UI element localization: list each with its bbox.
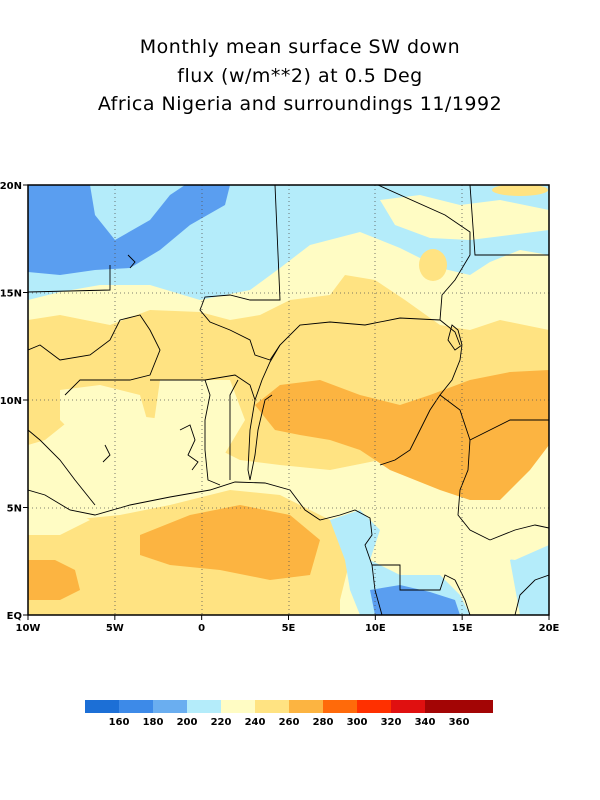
x-tick-label: 0 bbox=[198, 623, 205, 634]
colorbar-label: 180 bbox=[143, 717, 164, 728]
x-axis-ticks: 10W 5W 0 5E 10E 15E 20E bbox=[16, 615, 560, 634]
border-libya-chad bbox=[377, 185, 471, 321]
colorbar-swatch bbox=[153, 700, 187, 713]
border-niger-mali bbox=[199, 185, 461, 361]
border-mauritania bbox=[28, 265, 111, 293]
field-orange-central bbox=[255, 370, 549, 500]
border-sudan-north bbox=[469, 185, 549, 256]
border-guinea-sierra bbox=[28, 429, 96, 506]
field-blue-light-congo bbox=[330, 510, 470, 615]
x-tick-label: 5W bbox=[106, 623, 124, 634]
colorbar-label: 260 bbox=[279, 717, 300, 728]
country-borders bbox=[28, 185, 549, 615]
colorbar-swatch bbox=[187, 700, 221, 713]
field-pale-north bbox=[380, 195, 549, 240]
field-yellow-spot-north bbox=[419, 249, 447, 281]
colorbar-label: 220 bbox=[211, 717, 232, 728]
x-tick-label: 20E bbox=[539, 623, 560, 634]
field-pale-southwest bbox=[28, 500, 90, 535]
colorbar-swatch bbox=[357, 700, 391, 713]
colorbar-label: 300 bbox=[347, 717, 368, 728]
x-tick-label: 15E bbox=[452, 623, 473, 634]
title-line-3: Africa Nigeria and surroundings 11/1992 bbox=[97, 93, 503, 115]
border-drc-east bbox=[514, 574, 549, 615]
lake-chad bbox=[447, 324, 463, 351]
y-axis-ticks: EQ 5N 10N 15N 20N bbox=[0, 181, 28, 622]
field-pale-ghana bbox=[150, 380, 245, 475]
colorbar-swatch bbox=[85, 700, 119, 713]
colorbar-label: 360 bbox=[449, 717, 470, 728]
title-line-2: flux (w/m**2) at 0.5 Deg bbox=[177, 65, 423, 87]
colorbar-swatch bbox=[119, 700, 153, 713]
border-car-sudan bbox=[469, 419, 549, 441]
y-tick-label: 15N bbox=[0, 289, 22, 300]
x-tick-label: 10W bbox=[16, 623, 41, 634]
colorbar-label: 280 bbox=[313, 717, 334, 728]
border-congo bbox=[454, 579, 471, 615]
colorbar-swatch bbox=[323, 700, 357, 713]
shaded-field bbox=[28, 185, 549, 615]
border-nigeria-cameroon bbox=[379, 344, 463, 466]
river-segment bbox=[127, 254, 136, 269]
border-senegal-guinea bbox=[28, 314, 161, 396]
y-tick-label: EQ bbox=[7, 611, 22, 622]
map-grid bbox=[28, 185, 549, 615]
field-pale-southeast bbox=[465, 510, 549, 560]
colorbar-label: 160 bbox=[109, 717, 130, 728]
x-tick-label: 10E bbox=[365, 623, 386, 634]
border-benin-north bbox=[254, 344, 281, 401]
border-nigeria-west bbox=[249, 394, 273, 481]
colorbar: 160 180 200 220 240 260 280 300 320 340 360 bbox=[85, 700, 493, 728]
field-blue-dark-congo bbox=[370, 585, 460, 615]
colorbar-swatch bbox=[289, 700, 323, 713]
field-pale-west bbox=[60, 385, 150, 445]
colorbar-label: 340 bbox=[415, 717, 436, 728]
border-benin-west bbox=[229, 379, 239, 480]
y-tick-label: 5N bbox=[7, 504, 22, 515]
border-car-south bbox=[489, 524, 549, 541]
colorbar-label: 240 bbox=[245, 717, 266, 728]
colorbar-swatch bbox=[459, 700, 493, 713]
field-orange-gulf bbox=[140, 505, 320, 580]
lake-volta bbox=[179, 424, 199, 471]
colorbar-label: 320 bbox=[381, 717, 402, 728]
field-blue-dark-northwest bbox=[28, 185, 230, 275]
colorbar-swatch bbox=[255, 700, 289, 713]
colorbar-label: 200 bbox=[177, 717, 198, 728]
river-segment-west bbox=[102, 444, 111, 463]
y-tick-label: 10N bbox=[0, 396, 22, 407]
title-line-1: Monthly mean surface SW down bbox=[139, 36, 461, 58]
x-tick-label: 5E bbox=[282, 623, 296, 634]
y-tick-label: 20N bbox=[0, 181, 22, 192]
colorbar-swatch bbox=[221, 700, 255, 713]
field-yellow-spot-ne bbox=[492, 185, 548, 196]
colorbar-swatch bbox=[425, 700, 459, 713]
field-orange-southwest bbox=[28, 560, 80, 600]
coastline bbox=[28, 481, 383, 615]
border-gabon bbox=[372, 564, 456, 591]
colorbar-swatch bbox=[391, 700, 425, 713]
border-chad-car bbox=[439, 394, 491, 541]
